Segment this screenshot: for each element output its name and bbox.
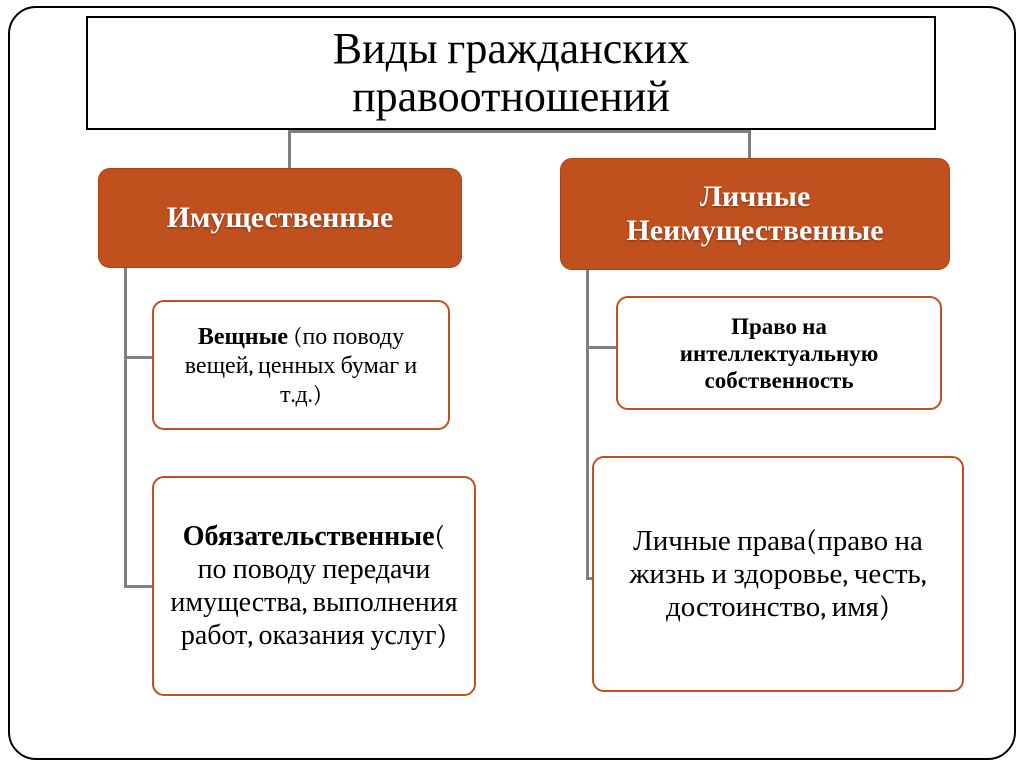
- connector-line: [124, 356, 152, 359]
- subbox-obligatory: Обязательственные( по поводу передачи им…: [152, 476, 476, 696]
- category-personal: Личные Неимущественные: [560, 158, 950, 270]
- connector-line: [748, 130, 751, 158]
- category-property: Имущественные: [98, 168, 462, 268]
- category-property-label: Имущественные: [167, 201, 394, 236]
- subbox-obligatory-text: Обязательственные( по поводу передачи им…: [168, 520, 460, 652]
- subbox-real-rights: Вещные (по поводу вещей, ценных бумаг и …: [152, 300, 450, 430]
- connector-line: [586, 346, 616, 349]
- subbox-personal-rights-text: Личные права(право на жизнь и здоровье, …: [608, 525, 948, 624]
- diagram-title: Виды гражданских правоотношений: [86, 16, 936, 130]
- title-line-2: правоотношений: [352, 73, 670, 121]
- subbox-real-rights-text: Вещные (по поводу вещей, ценных бумаг и …: [168, 322, 434, 409]
- connector-line: [586, 270, 589, 580]
- subbox-ip-rights-text: Право на интеллектуальную собственность: [632, 313, 926, 394]
- title-line-1: Виды гражданских: [333, 25, 689, 73]
- connector-line: [288, 130, 748, 133]
- category-personal-line2: Неимущественные: [626, 214, 883, 249]
- connector-line: [288, 130, 291, 168]
- connector-line: [124, 585, 152, 588]
- category-personal-line1: Личные: [700, 180, 811, 215]
- subbox-personal-rights: Личные права(право на жизнь и здоровье, …: [592, 456, 964, 692]
- subbox-ip-rights: Право на интеллектуальную собственность: [616, 296, 942, 410]
- connector-line: [124, 268, 127, 588]
